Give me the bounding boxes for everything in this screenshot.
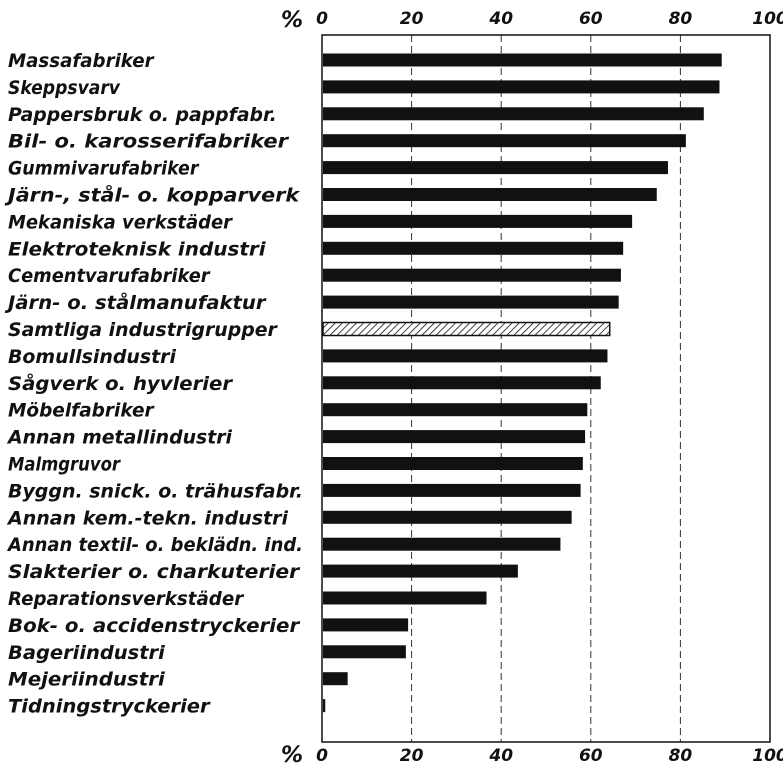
bar [323, 241, 624, 255]
bar [323, 483, 581, 497]
bar [323, 80, 720, 94]
category-label: Tidningstryckerier [8, 696, 211, 718]
x-tick-label-top: 20 [400, 9, 424, 29]
category-label: Mekaniska verkstäder [8, 211, 234, 233]
category-label: Byggn. snick. o. trähusfabr. [8, 480, 303, 502]
category-label: Järn-, stål- o. kopparverk [4, 183, 301, 207]
category-label: Samtliga industrigrupper [8, 319, 278, 341]
category-label: Bomullsindustri [8, 346, 176, 368]
bars [322, 53, 722, 713]
category-label: Järn- o. stålmanufaktur [4, 290, 267, 314]
category-label: Reparationsverkstäder [8, 588, 245, 610]
unit-label-bottom: % [281, 743, 303, 768]
category-label: Bageriindustri [8, 642, 165, 664]
category-label: Annan kem.-tekn. industri [6, 507, 288, 529]
category-label: Bil- o. karosserifabriker [8, 131, 290, 153]
x-tick-label-top: 80 [669, 9, 693, 29]
category-label: Gummivarufabriker [8, 158, 200, 180]
category-label: Möbelfabriker [8, 400, 155, 422]
x-tick-label-bottom: 0 [316, 746, 328, 766]
x-tick-label-top: 40 [488, 9, 513, 29]
bar [323, 564, 518, 578]
category-label: Annan textil- o. beklädn. ind. [6, 534, 303, 556]
x-tick-label-bottom: 60 [579, 746, 603, 766]
x-tick-label-bottom: 20 [400, 746, 424, 766]
x-axis-ticks-top: 0 20 40 60 80 100 [316, 9, 783, 29]
bar [323, 645, 406, 659]
bar [323, 214, 633, 228]
bar [323, 430, 586, 444]
category-label: Skeppsvarv [8, 77, 121, 99]
bar [323, 403, 588, 417]
bar [323, 591, 487, 605]
bar [323, 107, 704, 121]
x-axis-ticks-bottom: 0 20 40 60 80 100 [316, 746, 783, 766]
category-label: Bok- o. accidenstryckerier [8, 615, 301, 637]
x-tick-label-bottom: 80 [669, 746, 693, 766]
bar [323, 268, 621, 282]
category-label: Mejeriindustri [8, 669, 165, 691]
category-label: Elektroteknisk industri [8, 238, 266, 260]
bar [323, 188, 657, 201]
bar [323, 699, 326, 713]
bar [323, 161, 668, 175]
bar [323, 349, 608, 363]
category-labels: Massafabriker Skeppsvarv Pappersbruk o. pa… [4, 50, 303, 718]
bar [323, 457, 583, 470]
x-tick-label-top: 0 [316, 9, 328, 29]
category-label: Sågverk o. hyvlerier [8, 371, 234, 395]
bar [323, 53, 722, 67]
category-label: Slakterier o. charkuterier [8, 561, 301, 583]
bar [323, 537, 561, 551]
category-label: Massafabriker [8, 50, 155, 72]
bar-highlight [322, 321, 611, 337]
bar [323, 510, 572, 524]
bar [323, 618, 409, 632]
bar [323, 134, 686, 148]
x-tick-label-bottom: 100 [752, 746, 783, 766]
x-tick-label-top: 100 [752, 9, 783, 29]
category-label: Pappersbruk o. pappfabr. [8, 104, 277, 126]
bar [323, 672, 348, 686]
x-tick-label-top: 60 [579, 9, 603, 29]
unit-label-top: % [281, 8, 303, 33]
category-label: Malmgruvor [8, 454, 121, 476]
category-label: Cementvarufabriker [8, 265, 211, 287]
plot-frame [321, 34, 771, 743]
bar [323, 376, 601, 390]
category-label: Annan metallindustri [6, 427, 232, 449]
bar [323, 295, 619, 309]
x-tick-label-bottom: 40 [488, 746, 513, 766]
